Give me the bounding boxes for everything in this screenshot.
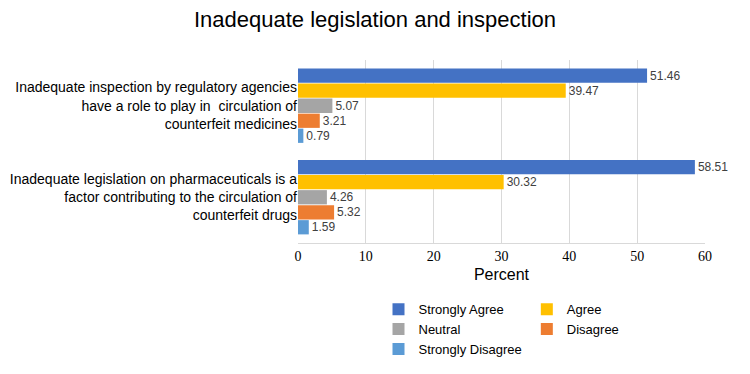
svg-text:30.32: 30.32: [507, 175, 537, 189]
svg-text:Inadequate legislation and ins: Inadequate legislation and inspection: [194, 7, 556, 32]
svg-text:Agree: Agree: [567, 302, 602, 317]
svg-text:50: 50: [630, 249, 644, 264]
svg-text:Inadequate legislation on phar: Inadequate legislation on pharmaceutical…: [10, 171, 297, 223]
svg-text:40: 40: [562, 249, 576, 264]
svg-text:5.07: 5.07: [335, 99, 359, 113]
svg-text:Neutral: Neutral: [419, 322, 461, 337]
svg-text:Inadequate inspection by regul: Inadequate inspection by regulatory agen…: [15, 79, 297, 131]
svg-text:3.21: 3.21: [323, 114, 347, 128]
svg-text:60: 60: [698, 249, 712, 264]
svg-text:30: 30: [495, 249, 509, 264]
svg-text:10: 10: [359, 249, 373, 264]
svg-text:5.32: 5.32: [337, 205, 361, 219]
svg-text:Disagree: Disagree: [567, 322, 619, 337]
svg-text:20: 20: [427, 249, 441, 264]
svg-text:0: 0: [295, 249, 302, 264]
svg-text:4.26: 4.26: [330, 190, 354, 204]
svg-text:1.59: 1.59: [312, 220, 336, 234]
svg-text:39.47: 39.47: [569, 84, 599, 98]
svg-text:Strongly Disagree: Strongly Disagree: [419, 342, 522, 357]
svg-text:Strongly Agree: Strongly Agree: [419, 302, 504, 317]
svg-text:Percent: Percent: [474, 266, 530, 283]
svg-text:0.79: 0.79: [306, 129, 330, 143]
svg-text:51.46: 51.46: [650, 69, 680, 83]
svg-text:58.51: 58.51: [698, 160, 728, 174]
